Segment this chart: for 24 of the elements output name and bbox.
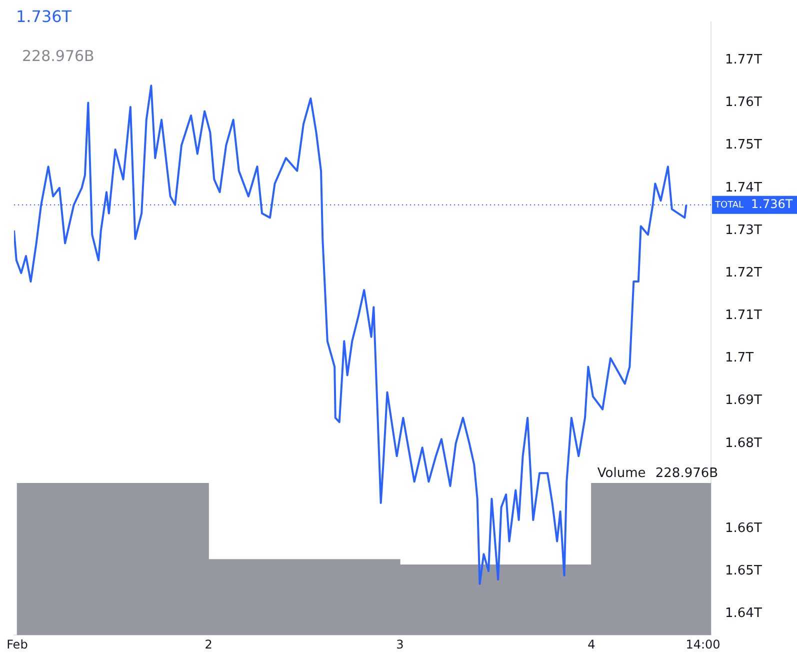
text: 1.736T <box>751 197 794 212</box>
y-tick-label: 1.65T <box>725 564 762 578</box>
y-tick-label: 1.77T <box>725 52 762 68</box>
ref-line-label: TOTAL <box>714 200 744 210</box>
y-tick-label: 1.69T <box>725 393 762 408</box>
y-tick-label: 1.7T <box>725 350 754 366</box>
series-label: Volume <box>597 466 646 482</box>
x-tick-label: 14:00 <box>686 637 720 652</box>
x-tick-label: 3 <box>396 637 404 652</box>
y-tick-label: 1.73T <box>725 222 762 238</box>
annotation: 1.736T <box>16 7 72 26</box>
y-tick-label: 1.75T <box>725 138 762 153</box>
data-label: 228.976B <box>655 466 718 482</box>
annotation: 228.976B <box>22 46 94 65</box>
y-tick-label: 1.76T <box>725 95 762 110</box>
x-tick-label: 4 <box>588 637 596 652</box>
y-tick-label: 1.71T <box>725 308 762 323</box>
y-tick-label: 1.64T <box>725 606 762 622</box>
y-tick-label: 1.74T <box>725 180 762 196</box>
x-tick-label: 2 <box>204 637 212 652</box>
y-tick-label: 1.68T <box>725 436 762 451</box>
x-tick-label: Feb <box>6 637 28 652</box>
y-tick-label: 1.72T <box>725 265 762 280</box>
y-tick-label: 1.66T <box>725 520 762 536</box>
